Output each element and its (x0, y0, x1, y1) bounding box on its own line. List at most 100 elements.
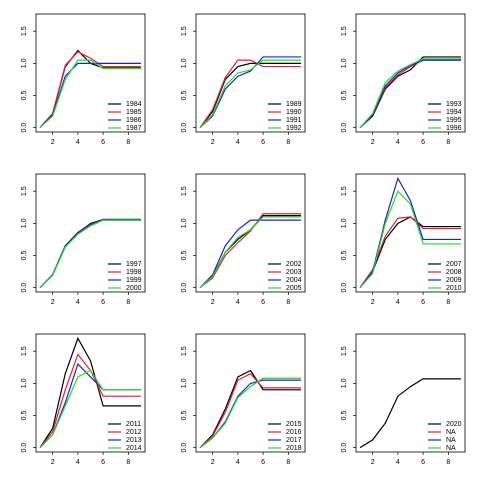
y-tick-label: 0.5 (181, 251, 188, 261)
y-tick-label: 0.0 (341, 283, 348, 293)
y-tick-label: 1.0 (181, 378, 188, 388)
series-line (199, 369, 301, 449)
series-line (39, 219, 141, 289)
legend-label: 1986 (126, 117, 142, 124)
y-tick-label: 1.5 (21, 26, 28, 36)
series-line (39, 59, 141, 129)
y-tick-label: 1.5 (181, 26, 188, 36)
legend-label: 2016 (286, 429, 302, 436)
x-tick-label: 6 (101, 459, 105, 466)
x-tick-label: 2 (51, 139, 55, 146)
y-tick-label: 0.5 (21, 251, 28, 261)
legend-label: NA (446, 437, 456, 444)
legend-label: 1996 (446, 125, 462, 132)
y-tick-label: 0.0 (181, 283, 188, 293)
legend-label: 2011 (126, 421, 141, 428)
y-tick-label: 1.0 (341, 58, 348, 68)
legend-label: 1990 (286, 109, 302, 116)
legend-label: 1992 (286, 125, 302, 132)
plot-frame (195, 333, 306, 453)
series-line (39, 62, 141, 129)
x-tick-label: 4 (236, 299, 240, 306)
y-tick-label: 0.0 (21, 283, 28, 293)
legend-label: 2002 (286, 261, 302, 268)
legend-label: 2005 (286, 285, 302, 292)
y-tick-label: 1.5 (181, 346, 188, 356)
y-tick-label: 1.0 (21, 58, 28, 68)
y-tick-label: 1.0 (181, 58, 188, 68)
x-tick-label: 8 (286, 459, 290, 466)
x-tick-label: 2 (51, 459, 55, 466)
legend-label: 2009 (446, 277, 462, 284)
y-tick-label: 0.5 (21, 91, 28, 101)
x-tick-label: 2 (371, 139, 375, 146)
y-tick-label: 0.0 (21, 123, 28, 133)
legend-label: 2013 (126, 437, 142, 444)
plot-frame (35, 13, 146, 133)
plot-frame (355, 333, 466, 453)
legend-label: 2018 (286, 445, 302, 452)
y-tick-label: 0.5 (181, 91, 188, 101)
series-line (359, 378, 461, 449)
series-line (199, 59, 301, 128)
y-tick-label: 0.0 (341, 443, 348, 453)
y-tick-label: 1.0 (21, 218, 28, 228)
y-tick-label: 0.0 (181, 443, 188, 453)
y-tick-label: 0.0 (341, 123, 348, 133)
x-tick-label: 4 (76, 299, 80, 306)
series-line (199, 56, 301, 129)
plot-frame (195, 173, 306, 293)
y-tick-label: 0.0 (181, 123, 188, 133)
series-line (359, 190, 461, 289)
legend-label: 1999 (126, 277, 142, 284)
x-tick-label: 6 (101, 139, 105, 146)
x-tick-label: 6 (421, 299, 425, 306)
legend-label: 1989 (286, 101, 302, 108)
y-tick-label: 1.0 (341, 218, 348, 228)
x-tick-label: 2 (211, 299, 215, 306)
x-tick-label: 8 (446, 299, 450, 306)
series-line (39, 336, 141, 448)
x-tick-label: 4 (396, 299, 400, 306)
legend-label: 1995 (446, 117, 462, 124)
legend-label: 2008 (446, 269, 462, 276)
y-tick-label: 1.0 (181, 218, 188, 228)
legend-label: 1997 (126, 261, 142, 268)
x-tick-label: 2 (211, 139, 215, 146)
y-tick-label: 1.5 (21, 186, 28, 196)
x-tick-label: 6 (421, 139, 425, 146)
legend-label: 1998 (126, 269, 142, 276)
plot-frame (35, 333, 146, 453)
x-tick-label: 4 (76, 459, 80, 466)
x-tick-label: 4 (76, 139, 80, 146)
legend-label: 2012 (126, 429, 142, 436)
y-tick-label: 1.5 (181, 186, 188, 196)
legend-label: 2015 (286, 421, 302, 428)
y-tick-label: 1.0 (21, 378, 28, 388)
y-tick-label: 0.0 (21, 443, 28, 453)
series-line (199, 216, 301, 289)
legend-label: 1991 (286, 117, 302, 124)
series-line (199, 372, 301, 449)
x-tick-label: 6 (261, 139, 265, 146)
series-line (199, 62, 301, 129)
x-tick-label: 8 (286, 139, 290, 146)
legend-label: 2000 (126, 285, 142, 292)
y-tick-label: 1.5 (341, 26, 348, 36)
plot-frame (355, 13, 466, 133)
x-tick-label: 6 (261, 459, 265, 466)
x-tick-label: 4 (236, 459, 240, 466)
y-tick-label: 0.5 (341, 411, 348, 421)
x-tick-label: 4 (396, 139, 400, 146)
legend-label: 1987 (126, 125, 142, 132)
x-tick-label: 8 (126, 299, 130, 306)
x-tick-label: 8 (126, 139, 130, 146)
series-line (359, 58, 461, 129)
series-line (199, 213, 301, 289)
plot-frame (35, 173, 146, 293)
series-line (39, 369, 141, 449)
legend-label: 2014 (126, 445, 142, 452)
legend-label: NA (446, 429, 456, 436)
